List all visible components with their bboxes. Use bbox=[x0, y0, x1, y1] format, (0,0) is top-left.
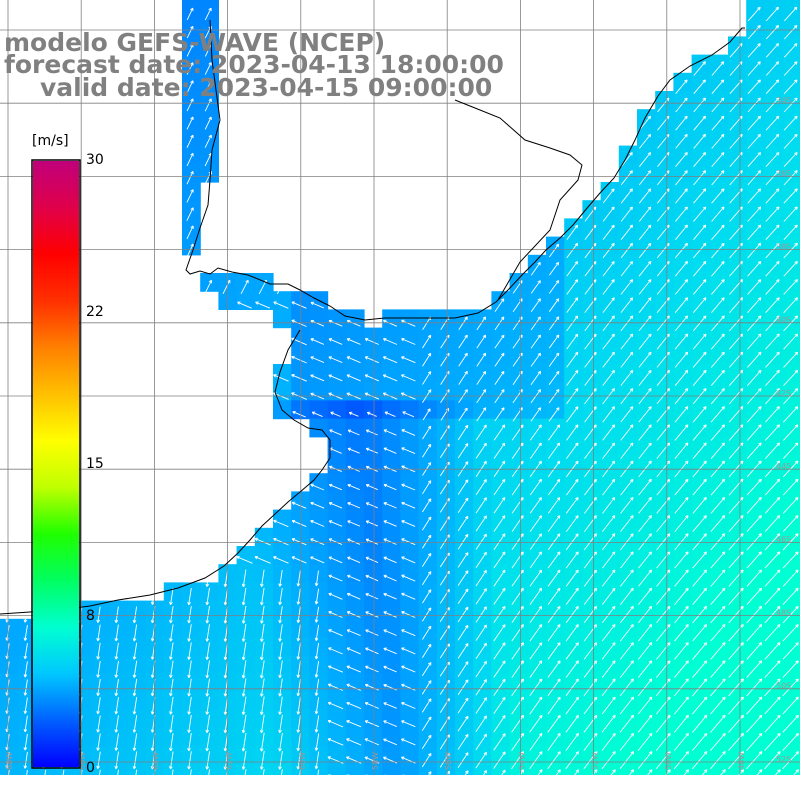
colorbar-frame bbox=[31, 159, 81, 769]
longitude-tick-label: 50W bbox=[664, 752, 673, 770]
axis-tick-labels: 68W66W64W62W60W58W56W54W52W50W48W46W34S3… bbox=[5, 96, 791, 770]
latitude-tick-label: 42S bbox=[776, 389, 791, 398]
colorbar-label-8: 8 bbox=[86, 608, 95, 624]
longitude-tick-label: 58W bbox=[371, 752, 380, 770]
model-title: modelo GEFS-WAVE (NCEP) bbox=[4, 28, 386, 57]
colorbar-label-0: 0 bbox=[86, 760, 95, 776]
valid-date: valid date: 2023-04-15 09:00:00 bbox=[40, 73, 493, 102]
latitude-tick-label: 52S bbox=[776, 755, 791, 764]
latitude-tick-label: 44S bbox=[776, 462, 791, 471]
coastline bbox=[185, 19, 745, 321]
latitude-tick-label: 46S bbox=[776, 535, 791, 544]
latitude-tick-label: 34S bbox=[776, 96, 791, 105]
colorbar-label-22: 22 bbox=[86, 304, 104, 320]
longitude-tick-label: 56W bbox=[444, 752, 453, 770]
longitude-tick-label: 60W bbox=[298, 752, 307, 770]
longitude-tick-label: 54W bbox=[517, 752, 526, 770]
longitude-tick-label: 52W bbox=[591, 752, 600, 770]
longitude-tick-label: 64W bbox=[151, 752, 160, 770]
latitude-tick-label: 40S bbox=[776, 316, 791, 325]
latitude-tick-label: 48S bbox=[776, 608, 791, 617]
colorbar-label-30: 30 bbox=[86, 152, 104, 168]
longitude-tick-label: 62W bbox=[225, 752, 234, 770]
river-line bbox=[454, 99, 583, 301]
colorbar-label-15: 15 bbox=[86, 456, 104, 472]
longitude-tick-label: 68W bbox=[5, 752, 14, 770]
colorbar-gradient bbox=[33, 161, 79, 767]
colorbar-unit-label: [m/s] bbox=[32, 133, 69, 149]
longitude-tick-label: 48W bbox=[737, 752, 746, 770]
colorbar bbox=[31, 159, 81, 769]
latitude-tick-label: 38S bbox=[776, 242, 791, 251]
forecast-date: forecast date: 2023-04-13 18:00:00 bbox=[4, 50, 504, 79]
longitude-tick-label: 66W bbox=[78, 752, 87, 770]
latitude-tick-label: 36S bbox=[776, 169, 791, 178]
graticule-grid bbox=[0, 0, 800, 775]
latitude-tick-label: 50S bbox=[776, 682, 791, 691]
coastline-islands bbox=[0, 329, 331, 615]
